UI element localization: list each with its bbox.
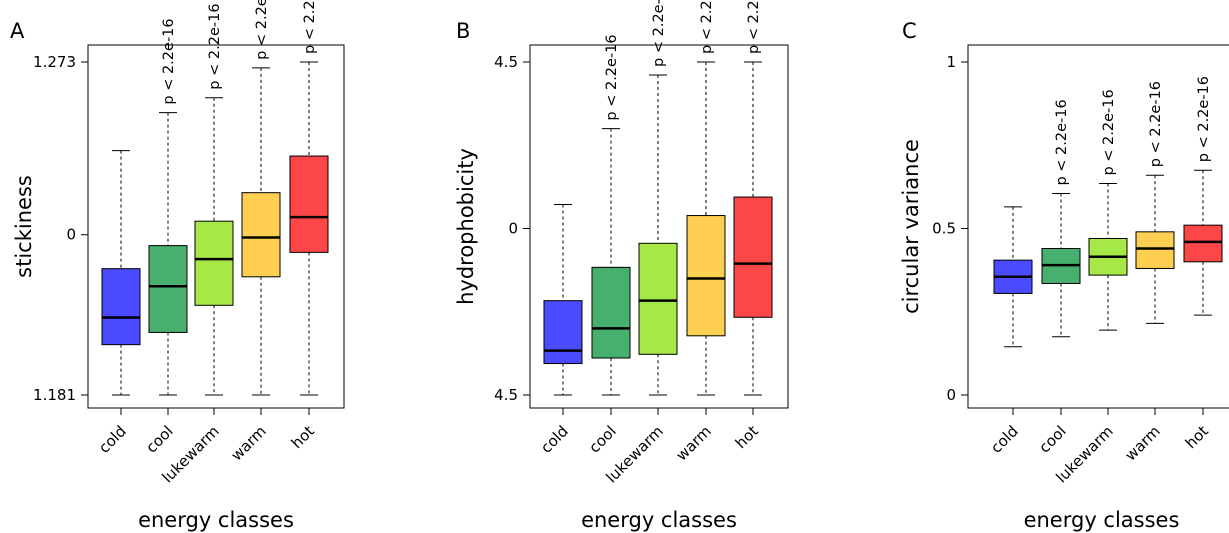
box-body	[733, 196, 773, 318]
panel-letter: A	[10, 19, 25, 43]
x-axis-title: energy classes	[581, 508, 737, 532]
p-value-label: p < 2.2e-16	[746, 0, 762, 54]
box-body	[194, 220, 234, 306]
y-tick-label: 4.5	[494, 386, 518, 404]
y-tick-label: 0.5	[932, 220, 956, 238]
p-value-label: p < 2.2e-16	[1054, 99, 1070, 185]
box-body	[1135, 231, 1175, 269]
x-tick-label: hot	[732, 422, 762, 452]
x-tick-label: hot	[1182, 422, 1212, 452]
p-value-label: p < 2.2e-16	[302, 0, 318, 54]
plot-frame	[87, 44, 345, 409]
box-warm: warm p < 2.2e-16	[672, 0, 726, 465]
box-warm: warm p < 2.2e-16	[227, 0, 281, 465]
plot-frame	[967, 44, 1229, 409]
box-hot: hot p < 2.2e-16	[732, 0, 773, 452]
y-axis-title: stickiness	[12, 175, 36, 278]
y-axis-title: hydrophobicity	[454, 148, 478, 305]
x-axis-title: energy classes	[138, 508, 294, 532]
y-tick-label: 4.5	[494, 53, 518, 71]
box-cold: cold	[95, 150, 141, 457]
box-warm: warm p < 2.2e-16	[1121, 81, 1175, 465]
box-body	[591, 266, 631, 359]
p-value-label: p < 2.2e-16	[1101, 89, 1117, 175]
y-tick-label: 1.273	[33, 53, 76, 71]
x-tick-label: cool	[1035, 422, 1069, 456]
x-tick-label: warm	[227, 422, 269, 464]
y-tick-label: 0	[946, 386, 956, 404]
panel-letter: C	[902, 19, 917, 43]
p-value-label: p < 2.2e-16	[604, 34, 620, 120]
p-value-label: p < 2.2e-16	[1148, 81, 1164, 167]
x-axis-title: energy classes	[1024, 508, 1180, 532]
x-tick-label: cool	[585, 422, 619, 456]
box-body	[241, 192, 281, 278]
p-value-label: p < 2.2e-16	[207, 3, 223, 89]
box-body	[289, 155, 329, 253]
p-value-label: p < 2.2e-16	[651, 0, 667, 67]
box-body	[148, 245, 188, 333]
p-value-label: p < 2.2e-16	[699, 0, 715, 54]
y-tick-label: 1.181	[33, 386, 76, 404]
box-hot: hot p < 2.2e-16	[288, 0, 329, 452]
box-cold: cold	[987, 206, 1033, 457]
box-body	[543, 300, 583, 365]
y-tick-label: 0	[508, 220, 518, 238]
box-body	[638, 242, 678, 355]
x-tick-label: cool	[142, 422, 176, 456]
box-cool: cool p < 2.2e-16	[1035, 99, 1081, 457]
y-tick-label: 0	[66, 226, 76, 244]
box-body	[1183, 224, 1223, 263]
plot-frame	[529, 44, 789, 409]
x-tick-label: warm	[1121, 422, 1163, 464]
p-value-label: p < 2.2e-16	[254, 0, 270, 60]
box-cold: cold	[537, 203, 583, 457]
x-tick-label: cold	[95, 422, 130, 457]
p-value-label: p < 2.2e-16	[1196, 76, 1212, 162]
panel-C: C 1 0.5 0 circular variance energy classes col…	[899, 19, 1229, 532]
y-tick-label: 1	[946, 53, 956, 71]
panel-B: B 4.5 0 4.5 hydrophobicity energy classes cold…	[454, 0, 789, 532]
y-axis-title: circular variance	[899, 139, 923, 314]
x-tick-label: hot	[288, 422, 318, 452]
panel-A: A 1.273 0 1.181 stickiness energy classes cold…	[10, 0, 345, 532]
x-tick-label: cold	[987, 422, 1022, 457]
box-hot: hot p < 2.2e-16	[1182, 76, 1223, 452]
box-cool: cool p < 2.2e-16	[142, 18, 188, 457]
x-tick-label: warm	[672, 422, 714, 464]
panel-letter: B	[456, 19, 470, 43]
box-body	[101, 268, 141, 346]
p-value-label: p < 2.2e-16	[161, 18, 177, 104]
x-tick-label: cold	[537, 422, 572, 457]
box-body	[686, 215, 726, 337]
box-cool: cool p < 2.2e-16	[585, 34, 631, 457]
